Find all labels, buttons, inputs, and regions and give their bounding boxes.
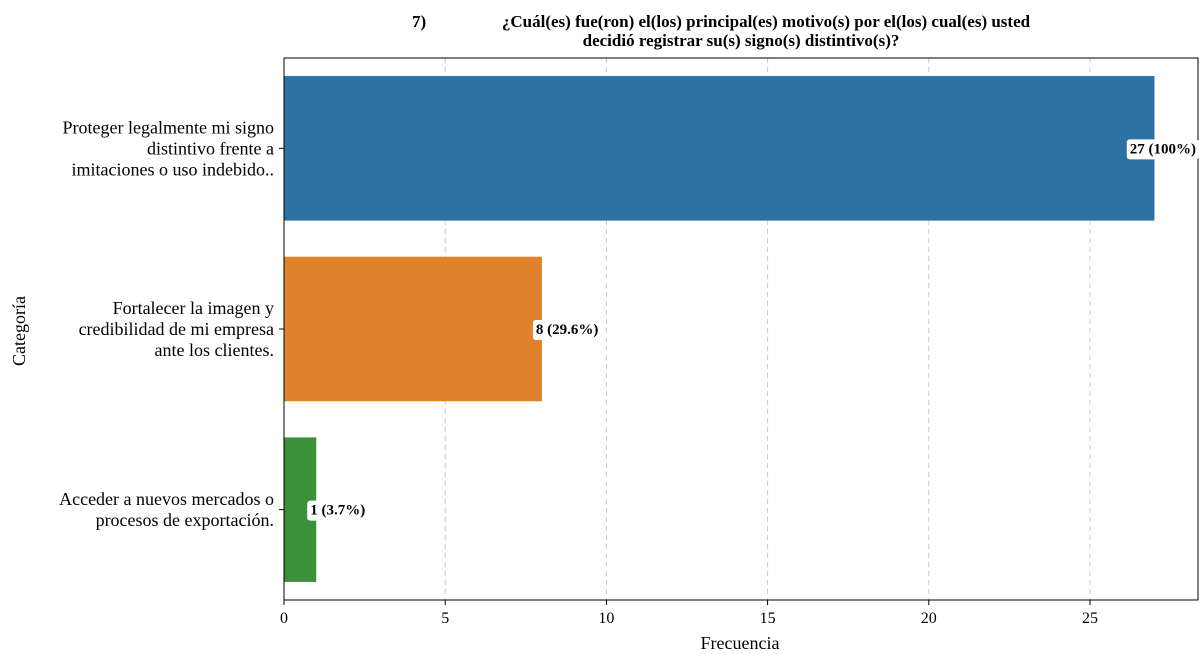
- y-tick-label-line: Acceder a nuevos mercados o: [59, 489, 274, 509]
- x-tick-label: 20: [921, 610, 937, 627]
- data-label-text: 8 (29.6%): [536, 322, 599, 338]
- y-axis: Proteger legalmente mi signo distintivo f…: [59, 117, 284, 530]
- x-tick-label: 10: [598, 610, 614, 627]
- x-tick-label: 0: [280, 610, 288, 627]
- y-tick-label-line: ante los clientes.: [155, 340, 274, 360]
- data-labels: 27 (100%) 8 (29.6%) 1 (3.7%): [307, 139, 1199, 521]
- data-label-background: [1126, 139, 1199, 160]
- data-label: 27 (100%): [1126, 139, 1199, 160]
- data-label: 8 (29.6%): [532, 320, 602, 340]
- y-axis-title: Categoría: [9, 296, 29, 366]
- data-label: 1 (3.7%): [307, 500, 369, 521]
- chart-title-line-2: decidió registrar su(s) signo(s) distint…: [583, 31, 900, 50]
- data-label-text: 27 (100%): [1130, 141, 1196, 157]
- y-tick-label: Proteger legalmente mi signo distintivo f…: [63, 117, 274, 179]
- data-label-background: [532, 320, 602, 340]
- chart-title-line-1: ¿Cuál(es) fue(ron) el(los) principal(es)…: [502, 12, 1031, 31]
- data-label-text: 1 (3.7%): [310, 503, 365, 519]
- bars: [284, 76, 1155, 582]
- bar: [284, 76, 1155, 221]
- data-label-background: [307, 500, 369, 521]
- y-tick-label: Fortalecer la imagen y credibilidad de mi…: [79, 298, 274, 360]
- x-tick-label: 5: [441, 610, 449, 627]
- y-tick-label-line: Proteger legalmente mi signo: [63, 117, 274, 137]
- x-axis: 0 5 10 15 20 25: [280, 600, 1098, 627]
- y-tick-label-line: procesos de exportación.: [96, 510, 274, 530]
- y-tick-label: Acceder a nuevos mercados o procesos de e…: [59, 489, 274, 530]
- y-tick-label-line: Fortalecer la imagen y: [113, 298, 274, 318]
- y-tick-label-line: distintivo frente a: [147, 138, 274, 158]
- x-axis-title: Frecuencia: [701, 633, 780, 653]
- y-tick-label-line: credibilidad de mi empresa: [79, 319, 274, 339]
- x-tick-label: 15: [760, 610, 776, 627]
- y-tick-label-line: imitaciones o uso indebido..: [72, 159, 274, 179]
- chart-title-number: 7): [412, 12, 426, 31]
- chart-title: 7) ¿Cuál(es) fue(ron) el(los) principal(…: [412, 12, 1031, 50]
- bar: [284, 256, 542, 402]
- x-tick-label: 25: [1082, 610, 1098, 627]
